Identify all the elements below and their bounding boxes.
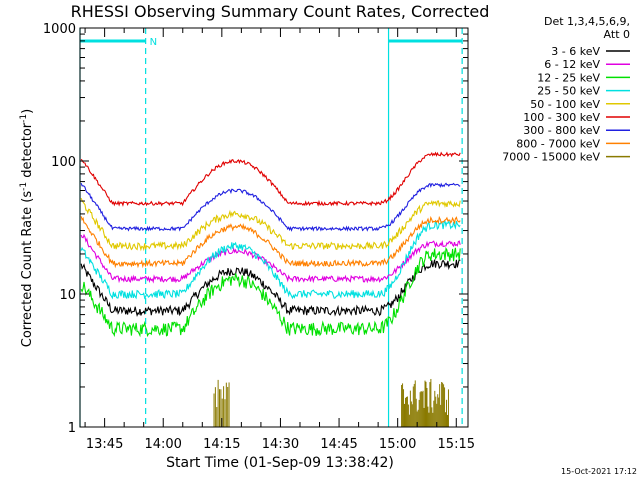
x-tick-label: 13:45 <box>86 437 123 452</box>
series-8 <box>80 215 461 269</box>
series-1 <box>80 258 461 317</box>
footer-date: 15-Oct-2021 17:12 <box>561 467 637 476</box>
y-tick-label: 1 <box>68 421 76 436</box>
series-6 <box>80 151 461 207</box>
series-line <box>80 219 461 300</box>
x-tick-label: 15:00 <box>379 437 416 452</box>
series-3 <box>80 246 461 338</box>
series-5 <box>80 198 461 252</box>
series-line <box>80 215 461 269</box>
series-line <box>80 246 461 338</box>
y-tick-label: 10 <box>59 288 76 303</box>
legend-item: 800 - 7000 keV <box>516 137 630 150</box>
y-axis: 1 10 100 1000 <box>43 22 468 436</box>
legend-label: 800 - 7000 keV <box>516 137 600 150</box>
legend-item: 3 - 6 keV <box>551 45 630 58</box>
series-layer <box>80 151 461 427</box>
legend-item: 50 - 100 keV <box>530 98 630 111</box>
legend-label: 7000 - 15000 keV <box>502 151 600 164</box>
legend-header-line-1: Det 1,3,4,5,6,9, <box>544 15 630 28</box>
chart-title: RHESSI Observing Summary Count Rates, Co… <box>71 2 490 21</box>
series-4 <box>80 219 461 300</box>
series-line <box>80 151 461 207</box>
legend-header-line-2: Att 0 <box>604 28 630 41</box>
legend-label: 50 - 100 keV <box>530 98 600 111</box>
series-9 <box>213 378 449 427</box>
series-line <box>80 198 461 252</box>
x-tick-label: 14:30 <box>262 437 299 452</box>
night-interval-2 <box>387 28 463 427</box>
legend-item: 100 - 300 keV <box>523 111 630 124</box>
night-flag-label: N <box>150 37 157 48</box>
legend-label: 100 - 300 keV <box>523 111 600 124</box>
y-axis-label: Corrected Count Rate (s-1 detector-1) <box>19 109 35 347</box>
legend-item: 25 - 50 keV <box>537 85 630 98</box>
y-tick-label: 100 <box>51 155 76 170</box>
legend-label: 12 - 25 keV <box>537 71 600 84</box>
x-axis: 13:45 14:00 14:15 14:30 14:45 15:00 15:15 <box>84 28 475 452</box>
series-line <box>80 233 461 284</box>
x-tick-label: 14:15 <box>203 437 240 452</box>
x-tick-label: 15:15 <box>438 437 475 452</box>
legend-label: 25 - 50 keV <box>537 85 600 98</box>
legend-label: 3 - 6 keV <box>551 45 600 58</box>
series-line <box>80 182 461 232</box>
y-tick-label: 1000 <box>43 22 76 37</box>
legend-item: 300 - 800 keV <box>523 124 630 137</box>
series-7 <box>80 182 461 232</box>
legend-item: 6 - 12 keV <box>544 58 630 71</box>
legend-item: 12 - 25 keV <box>537 71 630 84</box>
plot-frame <box>79 27 469 428</box>
x-tick-label: 14:45 <box>320 437 357 452</box>
x-tick-label: 14:00 <box>144 437 181 452</box>
legend-label: 6 - 12 keV <box>544 58 600 71</box>
series-2 <box>80 233 461 284</box>
legend-label: 300 - 800 keV <box>523 124 600 137</box>
series-line <box>80 258 461 317</box>
x-axis-label: Start Time (01-Sep-09 13:38:42) <box>166 455 394 471</box>
legend-item: 7000 - 15000 keV <box>502 151 630 164</box>
